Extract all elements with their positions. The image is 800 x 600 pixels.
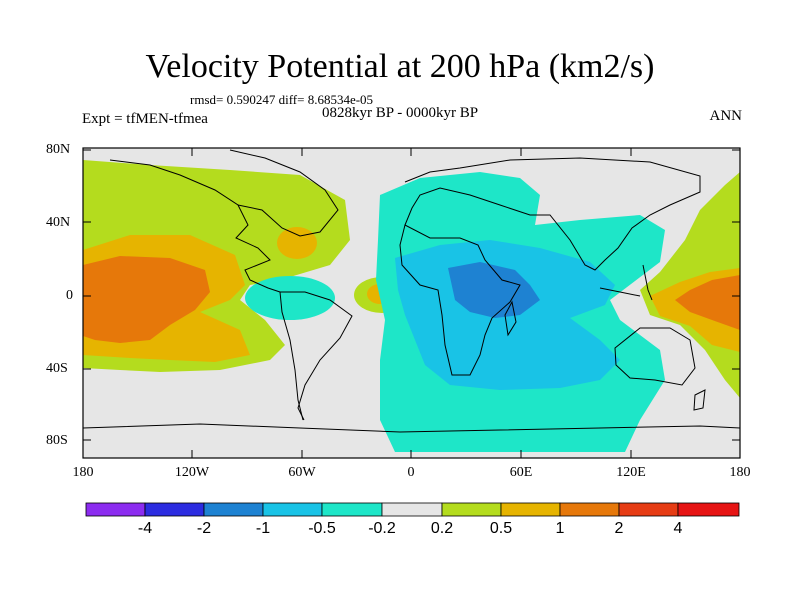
colorbar-box-5 — [321, 502, 383, 517]
lat-tick-0: 0 — [66, 288, 73, 303]
colorbar-label: 0.2 — [430, 520, 454, 537]
colorbar-box-7 — [441, 502, 502, 517]
colorbar-label: -0.5 — [308, 520, 336, 537]
colorbar-box-8 — [500, 502, 561, 517]
colorbar-box-11 — [677, 502, 740, 517]
colorbar-label: 1 — [555, 520, 565, 537]
lat-tick-40n: 40N — [46, 215, 71, 230]
period-label: 0828kyr BP - 0000kyr BP — [322, 105, 479, 121]
contour-caribbean-neg — [245, 276, 335, 320]
lat-tick-80n: 80N — [46, 142, 71, 157]
lon-tick-60w: 60W — [288, 465, 316, 480]
lat-tick-80s: 80S — [46, 433, 68, 448]
plot-title: Velocity Potential at 200 hPa (km2/s) — [145, 48, 655, 85]
coastlines — [83, 149, 740, 433]
contour-wpacific-pos-1 — [675, 275, 740, 330]
colorbar-box-1 — [85, 502, 146, 517]
axis-ticks — [82, 148, 740, 458]
lon-tick-180e: 180 — [729, 465, 751, 480]
colorbar-label: 4 — [673, 520, 683, 537]
contour-pacific-pos-1 — [83, 256, 210, 343]
lon-tick-120w: 120W — [174, 465, 210, 480]
experiment-label: Expt = tfMEN-tfmea — [82, 111, 208, 127]
lon-tick-180w: 180 — [72, 465, 94, 480]
colorbar-label: -2 — [196, 520, 212, 537]
colorbar-box-9 — [559, 502, 620, 517]
colorbar-box-10 — [618, 502, 679, 517]
colorbar-box-4 — [262, 502, 323, 517]
colorbar-box-3 — [203, 502, 264, 517]
stats-text: rmsd= 0.590247 diff= 8.68534e-05 — [190, 92, 374, 107]
colorbar — [85, 502, 740, 517]
lon-tick-120e: 120E — [616, 465, 646, 480]
colorbar-label: -4 — [137, 520, 153, 537]
season-label: ANN — [709, 108, 743, 124]
colorbar-box-2 — [144, 502, 205, 517]
colorbar-label: -1 — [255, 520, 271, 537]
colorbar-label: 0.5 — [489, 520, 513, 537]
lon-tick-60e: 60E — [509, 465, 533, 480]
contour-africa-neg-1 — [448, 262, 540, 318]
colorbar-label: 2 — [614, 520, 624, 537]
lon-tick-0: 0 — [407, 465, 415, 480]
contour-atlantic-pos-small — [277, 227, 317, 259]
lat-tick-40s: 40S — [46, 361, 68, 376]
colorbar-box-6 — [381, 502, 443, 517]
colorbar-label: -0.2 — [368, 520, 396, 537]
